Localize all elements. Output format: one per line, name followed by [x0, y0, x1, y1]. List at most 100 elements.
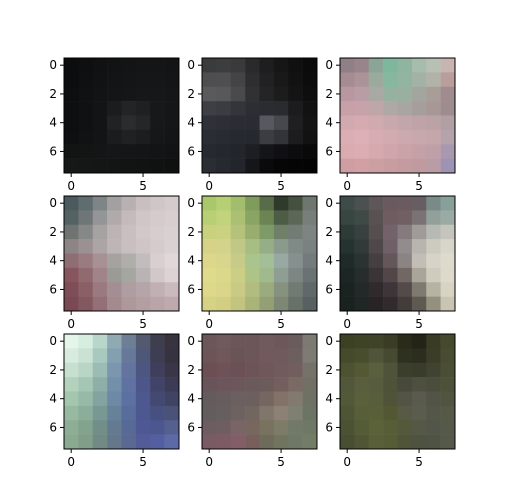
pixel-cell — [383, 115, 398, 131]
y-tick-label: 2 — [187, 363, 195, 377]
y-tick-label: 6 — [49, 282, 57, 296]
pixel-cell — [107, 253, 122, 269]
pixel-cell — [397, 391, 413, 407]
axes-frame — [63, 57, 180, 174]
y-tick-label: 6 — [325, 282, 333, 296]
pixel-cell — [383, 253, 398, 269]
pixel-cell — [121, 391, 137, 407]
pixel-cell — [245, 434, 260, 450]
pixel-cell — [92, 362, 108, 378]
x-tick-label: 0 — [205, 317, 213, 331]
pixel-cell — [411, 377, 427, 392]
pixel-cell — [107, 115, 122, 131]
pixel-cell — [354, 362, 370, 378]
pixel-cell — [92, 158, 108, 174]
pixel-cell — [411, 362, 427, 378]
pixel-cell — [78, 86, 94, 102]
pixel-cell — [230, 239, 246, 254]
pixel-cell — [92, 377, 108, 392]
pixel-cell — [288, 405, 303, 421]
pixel-cell — [383, 334, 398, 349]
pixel-cell — [273, 282, 289, 297]
pixel-cell — [426, 434, 441, 450]
pixel-cell — [92, 224, 108, 240]
pixel-cell — [354, 282, 370, 297]
pixel-cell — [354, 115, 370, 131]
pixel-cell — [340, 101, 355, 116]
pixel-cell — [354, 196, 370, 211]
y-tick-label: 4 — [49, 392, 57, 406]
pixel-cell — [383, 348, 398, 364]
pixel-cell — [164, 282, 180, 297]
pixel-cell — [216, 129, 232, 145]
pixel-cell — [107, 129, 122, 145]
pixel-cell — [230, 224, 246, 240]
pixel-cell — [368, 434, 384, 450]
pixel-cell — [302, 158, 318, 174]
pixel-cell — [150, 129, 165, 145]
pixel-cell — [383, 86, 398, 102]
pixel-cell — [340, 296, 355, 312]
pixel-cell — [302, 348, 318, 364]
pixel-cell — [150, 158, 165, 174]
pixel-cell — [78, 405, 94, 421]
pixel-cell — [288, 72, 303, 88]
y-tick-label: 4 — [325, 116, 333, 130]
pixel-cell — [64, 267, 79, 283]
y-tick-label: 4 — [325, 392, 333, 406]
pixel-cell — [397, 101, 413, 116]
pixel-cell — [121, 210, 137, 226]
pixel-cell — [354, 391, 370, 407]
pixel-cell — [78, 377, 94, 392]
pixel-cell — [273, 362, 289, 378]
pixel-cell — [121, 224, 137, 240]
panel-1: 0 2 4 6 0 5 — [49, 57, 180, 193]
pixel-cell — [426, 405, 441, 421]
pixel-cell — [383, 196, 398, 211]
pixel-cell — [92, 196, 108, 211]
pixel-cell — [135, 224, 151, 240]
pixel-cell — [288, 196, 303, 211]
pixel-cell — [164, 348, 180, 364]
y-tick-label: 6 — [187, 144, 195, 158]
pixel-cell — [135, 72, 151, 88]
pixel-cell — [302, 296, 318, 312]
pixel-cell — [411, 144, 427, 159]
pixel-cell — [150, 144, 165, 159]
pixel-cell — [202, 420, 217, 435]
pixel-cell — [135, 86, 151, 102]
pixel-cell — [273, 391, 289, 407]
pixel-cell — [78, 158, 94, 174]
pixel-cell — [397, 267, 413, 283]
pixel-cell — [411, 405, 427, 421]
panel-7: 0 2 4 6 0 5 — [49, 333, 180, 469]
pixel-cell — [245, 72, 260, 88]
pixel-cell — [64, 101, 79, 116]
pixel-cell — [92, 129, 108, 145]
pixel-cell — [230, 253, 246, 269]
pixel-cell — [245, 158, 260, 174]
pixel-cell — [164, 129, 180, 145]
pixel-cell — [164, 86, 180, 102]
pixel-cell — [288, 334, 303, 349]
pixel-cell — [202, 377, 217, 392]
pixel-cell — [245, 144, 260, 159]
pixel-cell — [135, 434, 151, 450]
pixel-cell — [383, 144, 398, 159]
y-tick-label: 0 — [49, 196, 57, 210]
pixel-cell — [121, 377, 137, 392]
pixel-cell — [92, 282, 108, 297]
pixel-cell — [397, 434, 413, 450]
pixel-cell — [121, 86, 137, 102]
pixel-cell — [107, 405, 122, 421]
pixel-cell — [383, 101, 398, 116]
pixel-cell — [302, 239, 318, 254]
pixel-cell — [383, 210, 398, 226]
pixel-cell — [164, 362, 180, 378]
pixel-cell — [411, 158, 427, 174]
pixel-cell — [92, 115, 108, 131]
pixel-cell — [273, 144, 289, 159]
pixel-cell — [202, 115, 217, 131]
pixel-cell — [78, 101, 94, 116]
pixel-cell — [121, 434, 137, 450]
